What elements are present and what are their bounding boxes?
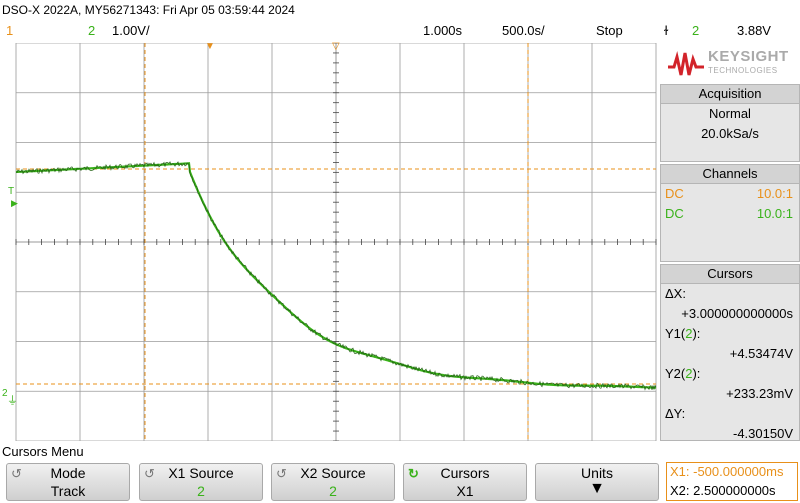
y2-label-post: ): xyxy=(692,366,701,381)
run-state: Stop xyxy=(596,23,623,38)
y1-label: Y1(2): xyxy=(661,324,799,344)
channels-panel[interactable]: Channels DC 10.0:1 DC 10.0:1 xyxy=(660,164,800,262)
channel2-ground-marker: 2 xyxy=(2,388,8,399)
softkey-cursors-label: Cursors xyxy=(440,465,490,481)
y1-label-post: ): xyxy=(692,326,701,341)
trigger-source: 2 xyxy=(692,23,700,38)
x2-readout: X2: 2.500000000s xyxy=(670,483,776,498)
y1-value: +4.53474V xyxy=(729,346,793,361)
cursors-panel[interactable]: Cursors ΔX: +3.000000000000s Y1(2): +4.5… xyxy=(660,264,800,441)
y2-channel: 2 xyxy=(685,366,693,381)
menu-title: Cursors Menu xyxy=(2,444,84,459)
delta-x-label: ΔX: xyxy=(665,286,686,301)
channel1-coupling: DC xyxy=(665,186,684,201)
delta-y-value: -4.30150V xyxy=(733,426,793,441)
trigger-level: 3.88V xyxy=(737,23,771,38)
channel2-scale: 1.00V/ xyxy=(112,23,150,38)
x1-readout: X1: -500.000000ms xyxy=(670,464,784,479)
softkey-cursors-value: X1 xyxy=(456,483,474,499)
channel2-indicator[interactable]: 2 xyxy=(88,23,96,38)
brand-name: KEYSIGHT xyxy=(708,48,789,65)
time-reference: 1.000s xyxy=(423,23,463,38)
waveform-display[interactable] xyxy=(0,43,658,441)
softkey-cursors[interactable]: ↻ Cursors X1 xyxy=(403,463,527,501)
acquisition-panel[interactable]: Acquisition Normal 20.0kSa/s xyxy=(660,84,800,162)
y1-label-pre: Y1( xyxy=(665,326,686,341)
time-scale: 500.0s/ xyxy=(502,23,545,38)
softkey-x1-source[interactable]: ↺ X1 Source 2 xyxy=(139,463,263,501)
window-title: DSO-X 2022A, MY56271343: Fri Apr 05 03:5… xyxy=(2,3,295,17)
trigger-position-marker-icon[interactable]: ▽ xyxy=(332,41,340,52)
trigger-edge-icon: ɫ xyxy=(664,23,669,38)
knob-icon: ↺ xyxy=(276,466,287,481)
acquisition-mode: Normal xyxy=(709,106,751,121)
sample-rate: 20.0kSa/s xyxy=(701,126,759,141)
softkey-units[interactable]: Units ▼ xyxy=(535,463,659,501)
cursor-x1-marker-icon[interactable]: ▼ xyxy=(205,41,215,52)
softkey-x2-source-value: 2 xyxy=(329,483,337,499)
delta-y-label: ΔY: xyxy=(665,406,686,421)
softkey-mode[interactable]: ↺ Mode Track xyxy=(6,463,130,501)
channel1-indicator[interactable]: 1 xyxy=(6,23,14,38)
trigger-arrow-icon: ▶ xyxy=(11,198,18,208)
acquisition-title: Acquisition xyxy=(661,85,799,104)
y2-value: +233.23mV xyxy=(726,386,793,401)
softkey-x2-source-label: X2 Source xyxy=(300,465,366,481)
active-knob-icon: ↻ xyxy=(408,466,419,481)
knob-icon: ↺ xyxy=(144,466,155,481)
y1-channel: 2 xyxy=(685,326,693,341)
channel1-probe: 10.0:1 xyxy=(756,186,793,201)
softkey-mode-value: Track xyxy=(50,483,86,499)
softkey-mode-label: Mode xyxy=(50,465,86,481)
channel2-trace-noise xyxy=(15,161,657,391)
cursors-title: Cursors xyxy=(661,265,799,284)
keysight-wave-icon xyxy=(668,51,704,76)
delta-x-value: +3.000000000000s xyxy=(681,306,793,321)
down-arrow-icon: ▼ xyxy=(589,480,605,497)
softkey-x1-source-value: 2 xyxy=(197,483,205,499)
softkey-x2-source[interactable]: ↺ X2 Source 2 xyxy=(271,463,395,501)
ground-icon: ⏚ xyxy=(7,395,18,407)
cursor-x-readout: X1: -500.000000ms X2: 2.500000000s xyxy=(666,462,798,501)
softkey-x1-source-label: X1 Source xyxy=(168,465,234,481)
knob-icon: ↺ xyxy=(11,466,22,481)
channels-title: Channels xyxy=(661,165,799,184)
y2-label-pre: Y2( xyxy=(665,366,686,381)
channel2-probe: 10.0:1 xyxy=(756,206,793,221)
brand-logo: KEYSIGHT TECHNOLOGIES xyxy=(662,45,798,81)
brand-sub: TECHNOLOGIES xyxy=(708,66,778,75)
trigger-level-marker: T xyxy=(8,186,15,197)
y2-label: Y2(2): xyxy=(661,364,799,384)
channel2-coupling: DC xyxy=(665,206,684,221)
softkey-units-label: Units xyxy=(581,465,613,481)
